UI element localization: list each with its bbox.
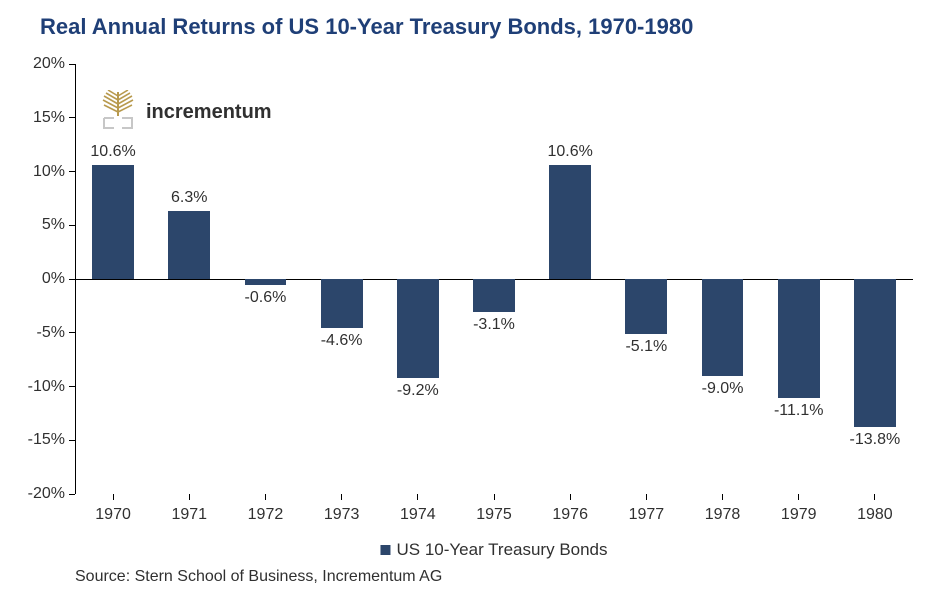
y-tick-mark bbox=[69, 171, 75, 172]
plot-bottom-line bbox=[74, 494, 75, 495]
legend: US 10-Year Treasury Bonds bbox=[380, 540, 607, 560]
bar bbox=[397, 279, 439, 378]
y-tick-mark bbox=[69, 386, 75, 387]
y-tick-mark bbox=[69, 117, 75, 118]
y-tick-mark bbox=[69, 332, 75, 333]
x-axis-label: 1970 bbox=[95, 506, 131, 524]
x-tick-mark bbox=[113, 494, 114, 500]
source-text: Source: Stern School of Business, Increm… bbox=[75, 568, 442, 586]
bar-value-label: -4.6% bbox=[321, 332, 363, 350]
bar-value-label: 6.3% bbox=[171, 189, 207, 207]
x-axis-label: 1978 bbox=[705, 506, 741, 524]
y-axis-label: 5% bbox=[42, 216, 65, 234]
bar-value-label: 10.6% bbox=[90, 143, 135, 161]
bar bbox=[549, 165, 591, 279]
bar bbox=[625, 279, 667, 334]
y-axis-label: -20% bbox=[28, 485, 65, 503]
x-tick-mark bbox=[798, 494, 799, 500]
bar bbox=[702, 279, 744, 376]
y-axis-label: 15% bbox=[33, 109, 65, 127]
x-axis-label: 1976 bbox=[552, 506, 588, 524]
x-axis-label: 1972 bbox=[248, 506, 284, 524]
x-tick-mark bbox=[265, 494, 266, 500]
bar bbox=[854, 279, 896, 427]
x-axis-label: 1974 bbox=[400, 506, 436, 524]
bar-value-label: -3.1% bbox=[473, 316, 515, 334]
x-tick-mark bbox=[189, 494, 190, 500]
x-axis-label: 1980 bbox=[857, 506, 893, 524]
y-tick-mark bbox=[69, 440, 75, 441]
bar bbox=[473, 279, 515, 312]
bar-value-label: -5.1% bbox=[625, 338, 667, 356]
chart-title: Real Annual Returns of US 10-Year Treasu… bbox=[40, 14, 693, 40]
bar bbox=[321, 279, 363, 328]
x-tick-mark bbox=[494, 494, 495, 500]
bar bbox=[245, 279, 287, 285]
y-axis-label: -5% bbox=[37, 324, 65, 342]
x-tick-mark bbox=[874, 494, 875, 500]
bar-value-label: -13.8% bbox=[850, 431, 901, 449]
x-axis-label: 1979 bbox=[781, 506, 817, 524]
legend-label: US 10-Year Treasury Bonds bbox=[396, 540, 607, 560]
bar-value-label: -9.2% bbox=[397, 382, 439, 400]
bar-value-label: -0.6% bbox=[245, 289, 287, 307]
x-axis-label: 1971 bbox=[171, 506, 207, 524]
y-axis-label: -15% bbox=[28, 431, 65, 449]
plot-area: -20%-15%-10%-5%0%5%10%15%20%10.6%19706.3… bbox=[75, 64, 913, 494]
bar-value-label: -9.0% bbox=[702, 380, 744, 398]
bar-value-label: 10.6% bbox=[547, 143, 592, 161]
y-tick-mark bbox=[69, 225, 75, 226]
bar bbox=[778, 279, 820, 398]
x-tick-mark bbox=[417, 494, 418, 500]
y-axis-label: 20% bbox=[33, 55, 65, 73]
x-tick-mark bbox=[570, 494, 571, 500]
y-axis-label: 0% bbox=[42, 270, 65, 288]
legend-swatch bbox=[380, 545, 390, 555]
x-tick-mark bbox=[646, 494, 647, 500]
x-axis-label: 1977 bbox=[629, 506, 665, 524]
x-axis-label: 1975 bbox=[476, 506, 512, 524]
y-axis-label: -10% bbox=[28, 378, 65, 396]
y-tick-mark bbox=[69, 64, 75, 65]
x-axis-label: 1973 bbox=[324, 506, 360, 524]
x-tick-mark bbox=[722, 494, 723, 500]
bar bbox=[92, 165, 134, 279]
chart-root: Real Annual Returns of US 10-Year Treasu… bbox=[0, 0, 947, 597]
y-axis-label: 10% bbox=[33, 163, 65, 181]
bar-value-label: -11.1% bbox=[774, 402, 824, 420]
x-tick-mark bbox=[341, 494, 342, 500]
bar bbox=[168, 211, 210, 279]
